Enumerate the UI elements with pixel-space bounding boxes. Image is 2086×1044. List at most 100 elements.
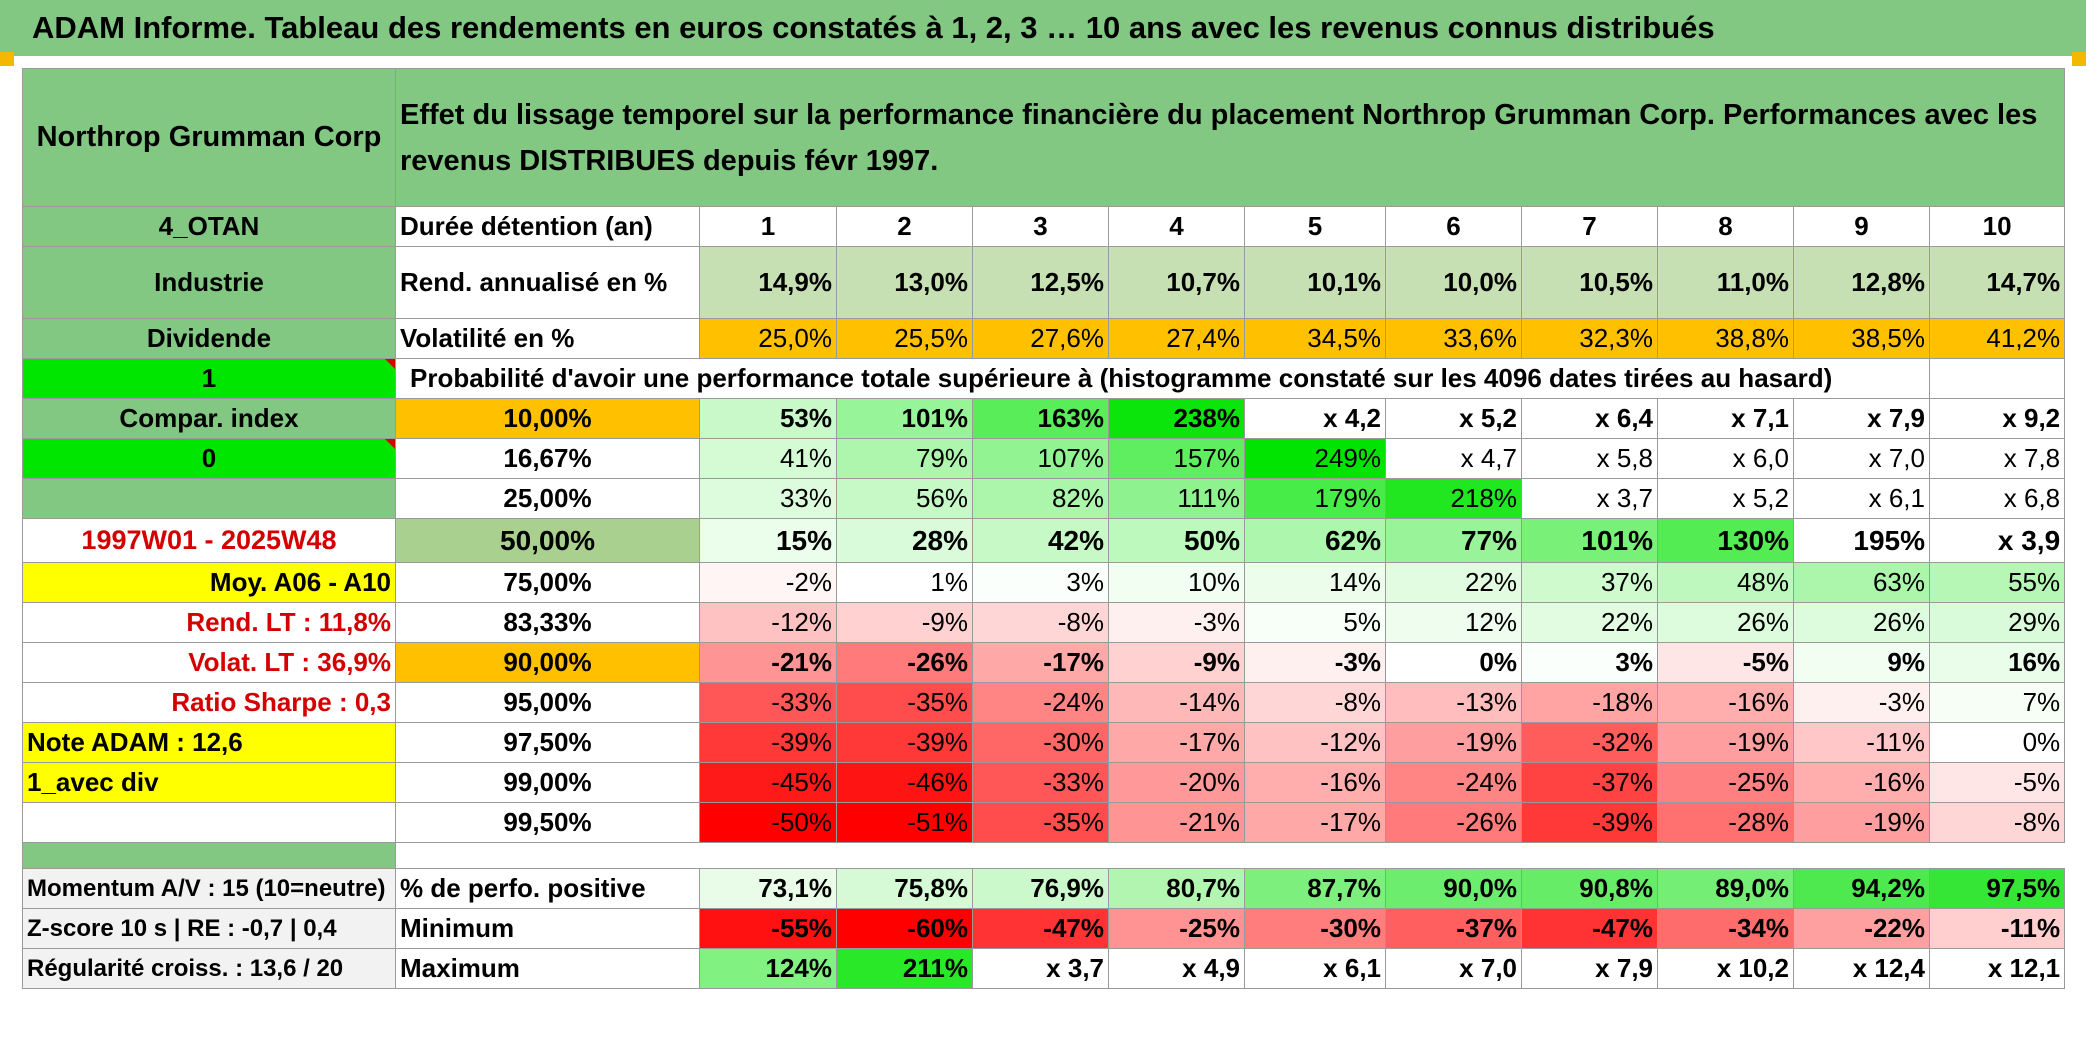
quantile-7-year-6: -13% xyxy=(1385,682,1522,723)
positive-year-1: 73,1% xyxy=(699,868,837,909)
quantile-2-year-7: x 3,7 xyxy=(1521,478,1658,519)
note-adam-label: Note ADAM : 12,6 xyxy=(22,722,396,763)
group-label: 4_OTAN xyxy=(22,206,396,247)
spacer-green xyxy=(22,842,396,869)
rendement-year-8: 11,0% xyxy=(1657,246,1794,319)
quantile-label-1: 16,67% xyxy=(395,438,700,479)
quantile-3-year-3: 42% xyxy=(972,518,1109,563)
quantile-10-year-8: -28% xyxy=(1657,802,1794,843)
quantile-2-year-10: x 6,8 xyxy=(1928,478,2066,519)
quantile-2-year-1: 33% xyxy=(699,478,837,519)
quantile-1-year-6: x 4,7 xyxy=(1385,438,1522,479)
quantile-0-year-9: x 7,9 xyxy=(1793,398,1930,439)
rendement-year-10: 14,7% xyxy=(1928,246,2066,319)
year-6-header: 6 xyxy=(1385,206,1522,247)
positive-year-2: 75,8% xyxy=(836,868,973,909)
quantile-10-year-3: -35% xyxy=(972,802,1109,843)
maximum-year-2: 211% xyxy=(836,948,973,989)
positive-year-6: 90,0% xyxy=(1385,868,1522,909)
quantile-5-year-2: -9% xyxy=(836,602,973,643)
quantile-9-year-9: -16% xyxy=(1793,762,1930,803)
quantile-1-year-10: x 7,8 xyxy=(1928,438,2066,479)
quantile-2-year-5: 179% xyxy=(1244,478,1386,519)
quantile-1-year-8: x 6,0 xyxy=(1657,438,1794,479)
quantile-0-year-2: 101% xyxy=(836,398,973,439)
momentum-label: Momentum A/V : 15 (10=neutre) xyxy=(22,868,396,909)
quantile-0-year-3: 163% xyxy=(972,398,1109,439)
positive-year-8: 89,0% xyxy=(1657,868,1794,909)
quantile-label-4: 75,00% xyxy=(395,562,700,603)
quantile-6-year-5: -3% xyxy=(1244,642,1386,683)
quantile-1-year-5: 249% xyxy=(1244,438,1386,479)
minimum-year-2: -60% xyxy=(836,908,973,949)
quantile-8-year-6: -19% xyxy=(1385,722,1522,763)
quantile-5-year-9: 26% xyxy=(1793,602,1930,643)
positive-year-5: 87,7% xyxy=(1244,868,1386,909)
quantile-label-7: 95,00% xyxy=(395,682,700,723)
quantile-7-year-4: -14% xyxy=(1108,682,1245,723)
rendement-year-6: 10,0% xyxy=(1385,246,1522,319)
maximum-year-3: x 3,7 xyxy=(972,948,1109,989)
volatilite-year-6: 33,6% xyxy=(1385,318,1522,359)
sharpe-label: Ratio Sharpe : 0,3 xyxy=(22,682,396,723)
minimum-year-7: -47% xyxy=(1521,908,1658,949)
quantile-3-year-10: x 3,9 xyxy=(1928,518,2066,563)
quantile-4-year-6: 22% xyxy=(1385,562,1522,603)
quantile-0-year-5: x 4,2 xyxy=(1244,398,1386,439)
maximum-year-6: x 7,0 xyxy=(1385,948,1522,989)
quantile-5-year-7: 22% xyxy=(1521,602,1658,643)
volatilite-year-4: 27,4% xyxy=(1108,318,1245,359)
quantile-3-year-1: 15% xyxy=(699,518,837,563)
maximum-year-4: x 4,9 xyxy=(1108,948,1245,989)
quantile-label-10: 99,50% xyxy=(395,802,700,843)
quantile-10-year-1: -50% xyxy=(699,802,837,843)
year-5-header: 5 xyxy=(1244,206,1386,247)
year-10-header: 10 xyxy=(1928,206,2066,247)
quantile-5-year-6: 12% xyxy=(1385,602,1522,643)
quantile-0-year-10: x 9,2 xyxy=(1928,398,2066,439)
minimum-year-4: -25% xyxy=(1108,908,1245,949)
quantile-3-year-2: 28% xyxy=(836,518,973,563)
minimum-year-10: -11% xyxy=(1928,908,2066,949)
rend-label: Rend. annualisé en % xyxy=(395,246,700,319)
quantile-7-year-2: -35% xyxy=(836,682,973,723)
quantile-7-year-5: -8% xyxy=(1244,682,1386,723)
quantile-6-year-3: -17% xyxy=(972,642,1109,683)
quantile-1-year-9: x 7,0 xyxy=(1793,438,1930,479)
quantile-6-year-2: -26% xyxy=(836,642,973,683)
minimum-year-3: -47% xyxy=(972,908,1109,949)
quantile-3-year-7: 101% xyxy=(1521,518,1658,563)
left-corner-marker xyxy=(0,52,14,66)
report-title: ADAM Informe. Tableau des rendements en … xyxy=(0,0,2086,56)
quantile-1-year-3: 107% xyxy=(972,438,1109,479)
maximum-year-10: x 12,1 xyxy=(1928,948,2066,989)
right-corner-marker xyxy=(2072,52,2086,66)
minimum-year-6: -37% xyxy=(1385,908,1522,949)
avec-div-label: 1_avec div xyxy=(22,762,396,803)
minimum-year-9: -22% xyxy=(1793,908,1930,949)
volatilite-year-9: 38,5% xyxy=(1793,318,1930,359)
quantile-2-year-9: x 6,1 xyxy=(1793,478,1930,519)
year-7-header: 7 xyxy=(1521,206,1658,247)
quantile-2-year-2: 56% xyxy=(836,478,973,519)
quantile-4-year-4: 10% xyxy=(1108,562,1245,603)
quantile-6-year-8: -5% xyxy=(1657,642,1794,683)
quantile-7-year-9: -3% xyxy=(1793,682,1930,723)
zscore-label: Z-score 10 s | RE : -0,7 | 0,4 xyxy=(22,908,396,949)
quantile-1-year-2: 79% xyxy=(836,438,973,479)
quantile-5-year-4: -3% xyxy=(1108,602,1245,643)
rend-lt-label: Rend. LT : 11,8% xyxy=(22,602,396,643)
quantile-7-year-7: -18% xyxy=(1521,682,1658,723)
quantile-10-year-10: -8% xyxy=(1928,802,2066,843)
quantile-3-year-8: 130% xyxy=(1657,518,1794,563)
volatilite-year-2: 25,5% xyxy=(836,318,973,359)
rendement-year-9: 12,8% xyxy=(1793,246,1930,319)
description: Effet du lissage temporel sur la perform… xyxy=(394,68,2066,207)
rendement-year-2: 13,0% xyxy=(836,246,973,319)
quantile-0-year-8: x 7,1 xyxy=(1657,398,1794,439)
quantile-5-year-10: 29% xyxy=(1928,602,2066,643)
quantile-7-year-1: -33% xyxy=(699,682,837,723)
quantile-label-9: 99,00% xyxy=(395,762,700,803)
quantile-3-year-9: 195% xyxy=(1793,518,1930,563)
quantile-8-year-5: -12% xyxy=(1244,722,1386,763)
